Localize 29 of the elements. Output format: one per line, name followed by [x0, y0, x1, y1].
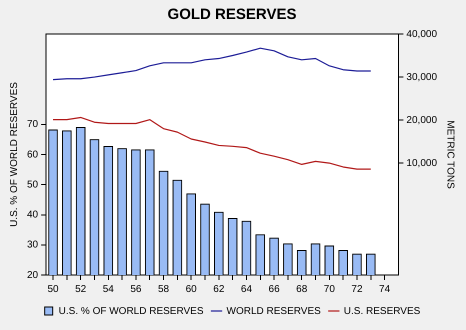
y2-tick-label: 40,000 — [406, 28, 438, 40]
x-tick-label: 62 — [213, 284, 225, 295]
y-axis-title: U.S. % OF WORLD RESERVES — [8, 82, 20, 227]
x-tick-label: 70 — [324, 284, 336, 295]
x-tick-label: 58 — [158, 284, 170, 295]
y2-tick-label: 30,000 — [406, 72, 438, 83]
y-tick-label: 60 — [27, 149, 39, 160]
x-tick-label: 66 — [268, 284, 280, 295]
y2-axis-title: METRIC TONS — [444, 120, 456, 190]
x-tick-label: 60 — [186, 284, 198, 295]
chart-title: GOLD RESERVES — [168, 6, 296, 24]
x-tick-label: 56 — [130, 284, 142, 295]
x-tick-label: 50 — [47, 284, 60, 295]
x-tick-label: 72 — [351, 284, 363, 295]
y-tick-label: 30 — [27, 240, 39, 251]
legend-label: WORLD RESERVES — [226, 306, 322, 317]
y-tick-label: 20 — [27, 270, 39, 281]
legend-label: U.S. RESERVES — [344, 306, 421, 317]
x-tick-label: 54 — [102, 284, 114, 295]
x-tick-label: 74 — [379, 284, 391, 295]
x-tick-label: 68 — [296, 284, 308, 295]
x-tick-label: 52 — [75, 284, 87, 295]
y-tick-label: 50 — [27, 179, 39, 190]
x-tick-label: 64 — [240, 284, 252, 295]
y2-tick-label: 10,000 — [406, 158, 438, 169]
y-tick-label: 40 — [27, 210, 39, 220]
y2-tick-label: 20,000 — [406, 114, 438, 126]
y-tick-label: 70 — [27, 119, 39, 130]
legend-label: U.S. % OF WORLD RESERVES — [58, 306, 204, 317]
